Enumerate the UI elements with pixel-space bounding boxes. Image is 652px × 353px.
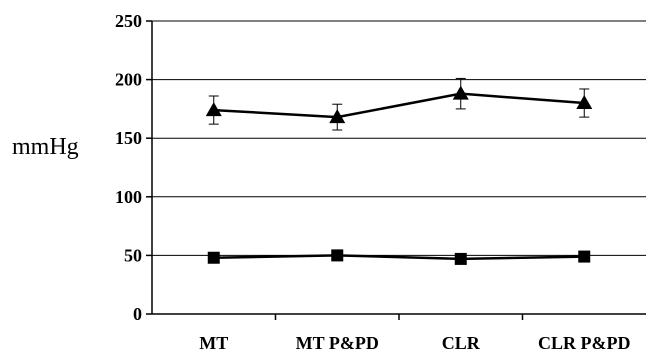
square-marker <box>454 252 467 265</box>
series-triangle <box>205 77 593 131</box>
triangle-marker <box>205 102 222 117</box>
y-tick-labels: 0 50 100 150 200 250 <box>115 11 142 324</box>
series-group <box>205 77 593 265</box>
square-marker <box>578 250 591 263</box>
y-tick-label: 200 <box>115 70 142 90</box>
series-line <box>213 92 585 119</box>
triangle-marker <box>329 109 346 124</box>
y-tick-label: 0 <box>133 304 142 324</box>
triangle-marker <box>576 95 593 110</box>
triangle-marker <box>452 85 469 100</box>
x-tick-label: CLR <box>442 333 481 353</box>
y-axis-label: mmHg <box>12 134 79 160</box>
category-labels: MT MT P&PD CLR CLR P&PD <box>199 333 630 353</box>
series-square <box>207 249 591 265</box>
axes <box>146 20 646 320</box>
square-marker <box>207 251 220 264</box>
series-line <box>213 254 585 261</box>
y-tick-label: 100 <box>115 187 142 207</box>
x-tick-label: MT P&PD <box>296 333 379 353</box>
y-tick-label: 150 <box>115 128 142 148</box>
x-tick-label: CLR P&PD <box>538 333 631 353</box>
y-tick-label: 250 <box>115 11 142 31</box>
square-marker <box>331 249 344 262</box>
y-tick-label: 50 <box>124 245 142 265</box>
gridlines <box>152 20 646 256</box>
x-tick-label: MT <box>199 333 228 353</box>
